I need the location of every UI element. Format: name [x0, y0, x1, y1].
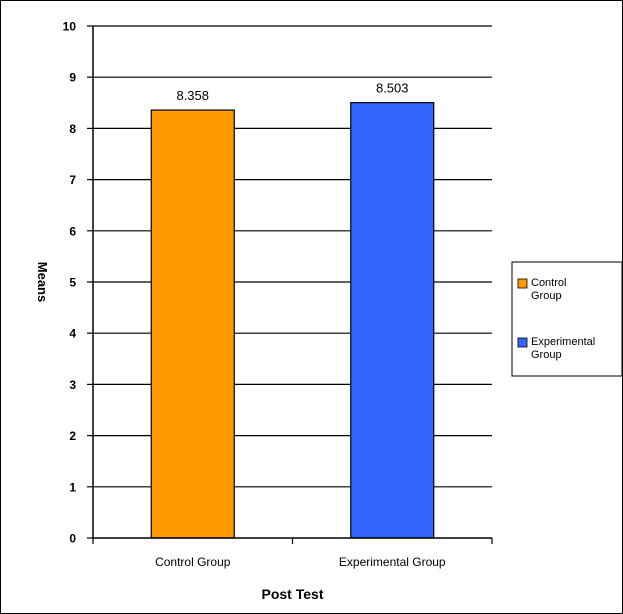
y-tick-label: 2 [69, 429, 76, 443]
bar-control-group [150, 109, 235, 539]
data-labels: 8.358 8.503 [176, 81, 408, 103]
legend-box [511, 261, 623, 377]
data-label: 8.503 [376, 81, 409, 96]
bars [150, 102, 435, 539]
x-axis-title: Post Test [262, 586, 324, 602]
y-tick-label: 3 [69, 378, 76, 392]
y-tick-label: 4 [69, 327, 76, 341]
y-tick-label: 6 [69, 224, 76, 238]
y-axis-title: Means [35, 262, 50, 302]
y-tick-label: 7 [69, 173, 76, 187]
legend-label: Control [531, 277, 566, 289]
x-axis-ticks: Control Group Experimental Group [92, 538, 493, 569]
y-tick-label: 9 [69, 71, 76, 85]
bar-experimental-group [350, 102, 435, 539]
y-tick-label: 5 [69, 276, 76, 290]
y-tick-label: 1 [69, 480, 76, 494]
x-tick-label: Experimental Group [339, 555, 446, 569]
legend-label: Experimental [531, 336, 595, 348]
y-tick-label: 8 [69, 122, 76, 136]
legend-label: Group [531, 349, 562, 361]
legend-swatch [517, 278, 528, 289]
y-axis-ticks: 0 1 2 3 4 5 6 7 8 9 10 [63, 20, 93, 546]
x-tick-label: Control Group [155, 555, 231, 569]
legend-swatch [517, 337, 528, 348]
y-tick-label: 10 [63, 20, 77, 34]
y-tick-label: 0 [69, 532, 76, 546]
legend-label: Group [531, 290, 562, 302]
data-label: 8.358 [176, 88, 209, 103]
